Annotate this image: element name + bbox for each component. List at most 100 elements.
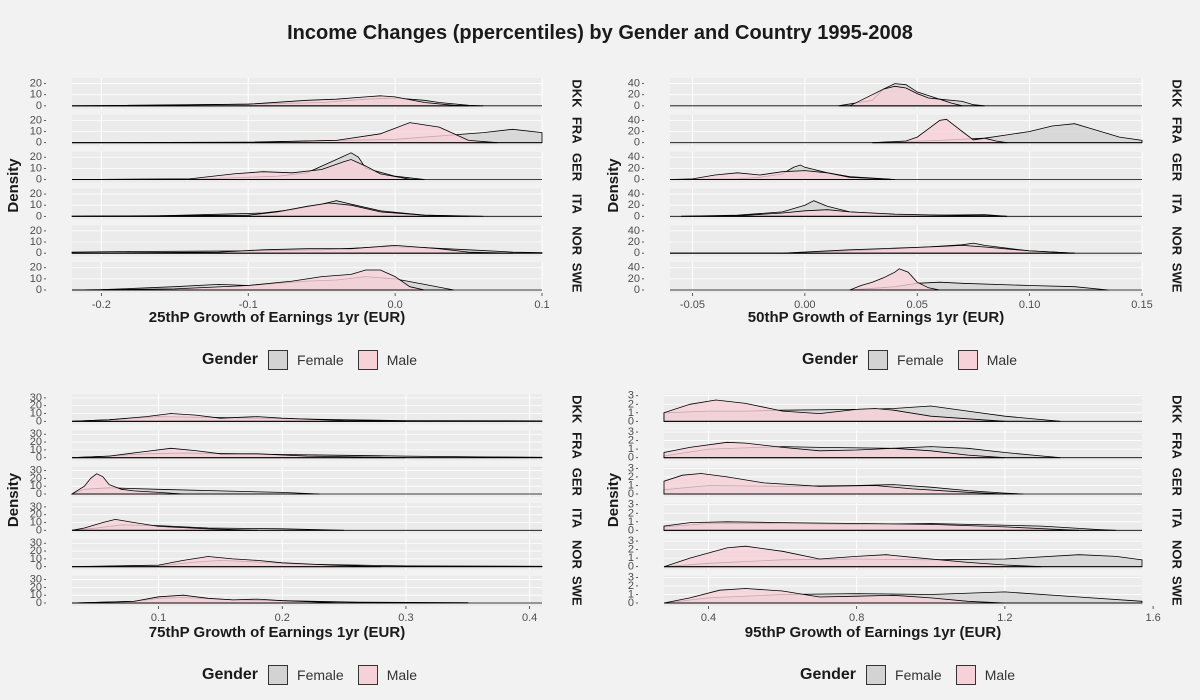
- y-tick-label: 20: [30, 225, 42, 237]
- density-male-ita: [71, 518, 258, 531]
- legend-label-male: Male: [984, 667, 1016, 683]
- y-tick-label: 3: [628, 426, 634, 438]
- strip-label: NOR: [1170, 226, 1185, 256]
- y-tick-label: 20: [628, 199, 640, 211]
- y-tick-label: 30: [30, 574, 42, 586]
- legend-key-male: [957, 350, 978, 370]
- y-tick-label: 10: [30, 553, 42, 565]
- y-tick-label: 20: [30, 114, 42, 126]
- legend-key-male: [955, 665, 976, 685]
- y-tick-label: 40: [628, 151, 640, 163]
- strip-label: GER: [570, 153, 585, 182]
- strip-label: ITA: [570, 194, 585, 215]
- y-tick-label: 0: [36, 488, 42, 500]
- y-tick-label: 10: [30, 89, 42, 101]
- y-tick-label: 20: [30, 262, 42, 274]
- y-tick-label: 0: [628, 415, 634, 427]
- y-tick-label: 30: [30, 537, 42, 549]
- x-tick-label: -0.2: [92, 299, 111, 311]
- strip-label: GER: [570, 468, 585, 497]
- density-male-nor: [71, 244, 513, 254]
- density-male-ger: [70, 473, 184, 495]
- y-tick-label: 0: [36, 561, 42, 573]
- strip-label: NOR: [570, 226, 585, 256]
- y-tick-label: 1: [628, 552, 634, 564]
- y-tick-label: 3: [628, 499, 634, 511]
- y-tick-label: 0: [628, 524, 634, 536]
- density-male-swe: [663, 588, 1005, 604]
- y-tick-label: 10: [30, 589, 42, 601]
- y-tick-label: 0: [634, 284, 640, 296]
- y-tick-label: 2: [628, 471, 634, 483]
- y-tick-label: 0: [36, 452, 42, 464]
- legend-label-male: Male: [386, 352, 418, 368]
- legend-key-female: [268, 665, 289, 685]
- y-tick-label: 40: [628, 78, 640, 90]
- y-tick-label: 3: [628, 462, 634, 474]
- y-tick-label: 20: [628, 89, 640, 101]
- y-tick-label: 20: [628, 126, 640, 138]
- density-male-nor: [663, 545, 1043, 568]
- x-tick-label: 0.00: [794, 299, 815, 311]
- legend-label-female: Female: [297, 352, 344, 368]
- x-tick-label: 1.6: [1145, 612, 1160, 624]
- x-tick-label: 0.1: [534, 299, 549, 311]
- x-tick-label: 0.15: [1131, 299, 1152, 311]
- y-tick-label: 10: [30, 444, 42, 456]
- y-tick-label: 0: [634, 210, 640, 222]
- x-tick-label: -0.05: [680, 299, 705, 311]
- y-tick-label: 3: [628, 390, 634, 402]
- strip-label: FRA: [1170, 432, 1185, 459]
- y-tick-label: 40: [628, 262, 640, 274]
- x-tick-label: 0.4: [522, 612, 537, 624]
- y-tick-label: 40: [628, 114, 640, 126]
- density-male-dkk: [663, 399, 1005, 422]
- y-tick-label: 0: [36, 174, 42, 186]
- y-tick-label: 20: [30, 509, 42, 521]
- density-female-fra: [872, 123, 1143, 144]
- y-tick-label: 2: [628, 544, 634, 556]
- y-axis-title: Density: [605, 472, 622, 527]
- legend-label-female: Female: [297, 667, 344, 683]
- y-tick-label: 20: [628, 162, 640, 174]
- y-tick-label: 0: [36, 597, 42, 609]
- y-tick-label: 20: [628, 236, 640, 248]
- legend-label-female: Female: [897, 352, 944, 368]
- strip-label: SWE: [570, 576, 585, 606]
- density-male-ger: [669, 170, 895, 180]
- y-tick-label: 10: [30, 236, 42, 248]
- strip-label: ITA: [1170, 194, 1185, 215]
- density-male-ita: [663, 521, 1080, 531]
- density-male-fra: [71, 122, 498, 144]
- y-tick-label: 0: [634, 100, 640, 112]
- x-tick-label: -0.1: [239, 299, 258, 311]
- y-tick-label: 2: [628, 435, 634, 447]
- x-tick-label: 0.10: [1019, 299, 1040, 311]
- density-male-fra: [71, 447, 406, 459]
- strip-label: DKK: [1170, 79, 1185, 108]
- strip-label: NOR: [570, 540, 585, 570]
- y-tick-label: 10: [30, 480, 42, 492]
- y-tick-label: 1: [628, 516, 634, 528]
- legend-key-male: [357, 350, 378, 370]
- legend-title: Gender: [202, 351, 259, 368]
- density-male-fra: [663, 441, 1005, 459]
- density-male-ita: [71, 202, 469, 217]
- y-tick-label: 30: [30, 501, 42, 513]
- y-tick-label: 10: [30, 273, 42, 285]
